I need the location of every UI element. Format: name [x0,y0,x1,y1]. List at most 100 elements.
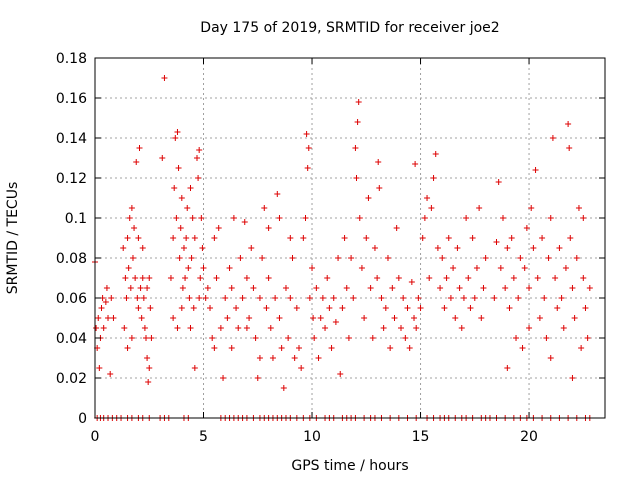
data-point [209,335,216,341]
data-point [256,355,263,361]
data-point [521,265,528,271]
data-point [285,335,292,341]
y-tick-label: 0.08 [56,251,87,267]
x-tick-label: 0 [91,429,100,445]
data-point [202,295,209,301]
data-point [132,275,139,281]
data-point [504,365,511,371]
data-point [452,315,459,321]
data-point [183,235,190,241]
data-point [460,295,467,301]
x-tick-label: 10 [303,429,321,445]
y-tick-label: 0.04 [56,331,87,347]
data-point [228,285,235,291]
data-point [185,265,192,271]
y-tick-label: 0 [78,411,87,427]
data-point [463,215,470,221]
data-point [133,159,140,165]
data-point [176,255,183,261]
data-point [335,255,342,261]
data-point [309,265,316,271]
data-point [478,315,485,321]
data-point [136,145,143,151]
data-point [547,355,554,361]
data-point [140,295,147,301]
data-point [311,335,318,341]
data-point [482,255,489,261]
data-point [500,215,506,221]
data-point [513,335,520,341]
data-point [171,185,178,191]
data-point [147,305,154,311]
data-point [569,285,576,291]
y-tick-label: 0.1 [65,211,87,227]
data-point [582,305,589,311]
data-point [282,285,289,291]
data-point [122,275,129,281]
data-point [103,285,110,291]
data-point [178,195,185,201]
data-point [196,147,203,153]
data-point [354,119,361,125]
data-point [374,275,381,281]
x-axis-ticks: 0 5 10 15 20 [91,58,538,445]
data-point [434,245,441,251]
data-point [293,305,300,311]
data-point [391,315,398,321]
data-point [276,315,283,321]
data-point [180,245,187,251]
data-point [586,285,593,291]
data-point [541,295,548,301]
y-tick-label: 0.06 [56,291,87,307]
data-point [135,235,142,241]
data-point [573,255,580,261]
data-point [139,245,146,251]
data-point [419,235,426,241]
data-point [196,295,203,301]
data-point [528,205,535,211]
data-point [395,275,402,281]
data-point [256,295,263,301]
data-point [198,215,205,221]
data-point [515,295,522,301]
data-point [100,325,107,331]
data-point [523,225,530,231]
data-point [413,325,420,331]
data-point [102,299,109,305]
data-point [565,121,572,127]
data-point [369,335,376,341]
data-point [146,365,153,371]
data-point [248,245,255,251]
data-point [315,355,322,361]
data-point [188,255,195,261]
data-point [363,235,370,241]
data-point [187,325,194,331]
data-point [310,315,317,321]
data-point [170,315,177,321]
data-point [278,345,285,351]
data-point [146,275,153,281]
data-point [445,235,452,241]
data-point [123,295,130,301]
data-point [469,235,476,241]
data-point [313,285,320,291]
data-point [172,135,179,141]
data-point [269,355,276,361]
data-point [190,305,197,311]
data-point [491,295,498,301]
data-point [280,385,287,391]
data-point [128,335,135,341]
data-point [250,285,257,291]
data-point [235,325,242,331]
data-point [298,365,305,371]
data-point [237,255,244,261]
data-point [274,191,281,197]
data-point [93,325,100,331]
data-point [439,255,446,261]
data-point [404,305,411,311]
data-point [473,265,480,271]
data-point [177,225,184,231]
data-point [120,245,127,251]
data-point [228,345,235,351]
